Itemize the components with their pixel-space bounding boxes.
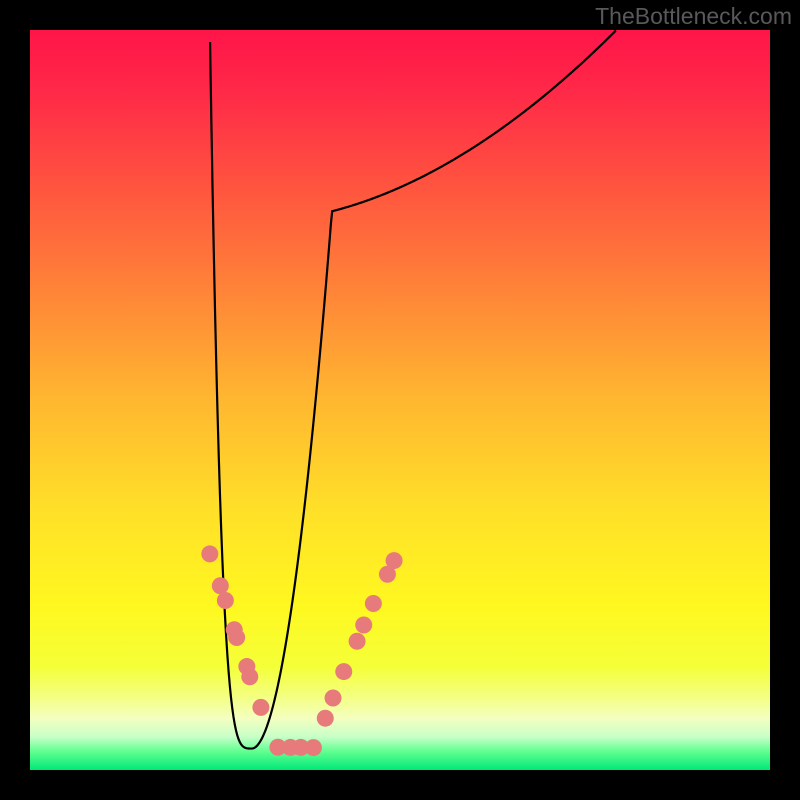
data-marker bbox=[365, 595, 382, 612]
data-marker bbox=[355, 616, 372, 633]
data-marker bbox=[317, 710, 334, 727]
data-marker bbox=[335, 663, 352, 680]
data-marker bbox=[349, 633, 366, 650]
data-marker bbox=[217, 592, 234, 609]
data-marker bbox=[386, 552, 403, 569]
data-marker bbox=[201, 545, 218, 562]
data-marker bbox=[241, 668, 258, 685]
chart-container: TheBottleneck.com bbox=[0, 0, 800, 800]
plot-background bbox=[30, 30, 770, 770]
data-marker bbox=[252, 699, 269, 716]
data-marker bbox=[228, 629, 245, 646]
data-marker bbox=[305, 739, 322, 756]
chart-svg bbox=[0, 0, 800, 800]
watermark-text: TheBottleneck.com bbox=[595, 3, 792, 30]
data-marker bbox=[325, 690, 342, 707]
data-marker bbox=[212, 577, 229, 594]
